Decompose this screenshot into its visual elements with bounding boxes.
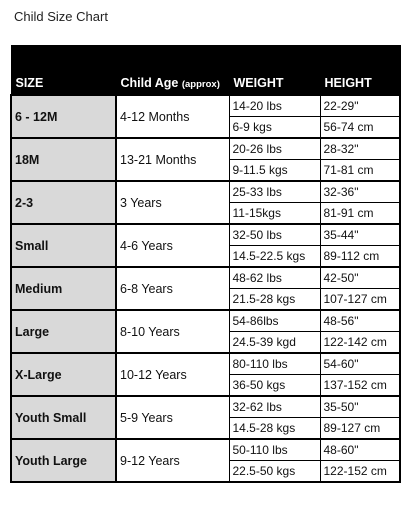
table-row: 22.5-50 kgs 122-152 cm bbox=[11, 460, 401, 483]
table-row: Youth Small 5-9 Years 32-62 lbs 35-50" bbox=[10, 395, 401, 440]
weight-kgs-cell: 14.5-28 kgs bbox=[228, 417, 321, 440]
table-row: Youth Large 9-12 Years 50-110 lbs 48-60" bbox=[10, 438, 401, 483]
height-cm-cell: 122-142 cm bbox=[319, 331, 401, 354]
weight-kgs-cell: 24.5-39 kgd bbox=[228, 331, 321, 354]
weight-kgs-cell: 21.5-28 kgs bbox=[228, 288, 321, 311]
table-row: Medium 6-8 Years 48-62 lbs 42-50" bbox=[10, 266, 401, 311]
table-row: 14.5-28 kgs 89-127 cm bbox=[11, 417, 401, 440]
weight-lbs-cell: 25-33 lbs bbox=[228, 180, 321, 203]
height-cm-cell: 71-81 cm bbox=[319, 159, 401, 182]
table-row: 18M 13-21 Months 20-26 lbs 28-32" bbox=[10, 137, 401, 182]
age-cell: 5-9 Years bbox=[115, 395, 230, 440]
age-cell: 10-12 Years bbox=[115, 352, 230, 397]
weight-kgs-cell: 6-9 kgs bbox=[228, 116, 321, 139]
header-weight: WEIGHT bbox=[228, 45, 321, 96]
size-cell: Medium bbox=[10, 266, 117, 311]
page-title: Child Size Chart bbox=[14, 9, 108, 24]
size-cell: Youth Small bbox=[10, 395, 117, 440]
weight-kgs-cell: 22.5-50 kgs bbox=[228, 460, 321, 483]
weight-kgs-cell: 14.5-22.5 kgs bbox=[228, 245, 321, 268]
header-height: HEIGHT bbox=[319, 45, 401, 96]
age-cell: 9-12 Years bbox=[115, 438, 230, 483]
height-in-cell: 22-29" bbox=[319, 94, 401, 117]
age-cell: 8-10 Years bbox=[115, 309, 230, 354]
height-cm-cell: 89-127 cm bbox=[319, 417, 401, 440]
table-row: 36-50 kgs 137-152 cm bbox=[11, 374, 401, 397]
weight-lbs-cell: 20-26 lbs bbox=[228, 137, 321, 160]
weight-kgs-cell: 11-15kgs bbox=[228, 202, 321, 225]
age-cell: 4-12 Months bbox=[115, 94, 230, 139]
age-cell: 13-21 Months bbox=[115, 137, 230, 182]
height-in-cell: 54-60" bbox=[319, 352, 401, 375]
height-cm-cell: 89-112 cm bbox=[319, 245, 401, 268]
age-cell: 4-6 Years bbox=[115, 223, 230, 268]
table-row: Small 4-6 Years 32-50 lbs 35-44" bbox=[10, 223, 401, 268]
table-row: 9-11.5 kgs 71-81 cm bbox=[11, 159, 401, 182]
header-age: Child Age (approx) bbox=[115, 45, 230, 96]
size-cell: 18M bbox=[10, 137, 117, 182]
size-cell: Youth Large bbox=[10, 438, 117, 483]
height-in-cell: 35-44" bbox=[319, 223, 401, 246]
height-in-cell: 48-56" bbox=[319, 309, 401, 332]
weight-kgs-cell: 9-11.5 kgs bbox=[228, 159, 321, 182]
height-cm-cell: 56-74 cm bbox=[319, 116, 401, 139]
weight-lbs-cell: 14-20 lbs bbox=[228, 94, 321, 117]
height-cm-cell: 137-152 cm bbox=[319, 374, 401, 397]
header-age-note: (approx) bbox=[181, 79, 220, 90]
height-in-cell: 32-36" bbox=[319, 180, 401, 203]
age-cell: 3 Years bbox=[115, 180, 230, 225]
height-cm-cell: 122-152 cm bbox=[319, 460, 401, 483]
table-row: X-Large 10-12 Years 80-110 lbs 54-60" bbox=[10, 352, 401, 397]
weight-kgs-cell: 36-50 kgs bbox=[228, 374, 321, 397]
height-in-cell: 35-50" bbox=[319, 395, 401, 418]
height-cm-cell: 107-127 cm bbox=[319, 288, 401, 311]
table-row: Large 8-10 Years 54-86lbs 48-56" bbox=[10, 309, 401, 354]
size-cell: 6 - 12M bbox=[10, 94, 117, 139]
height-cm-cell: 81-91 cm bbox=[319, 202, 401, 225]
weight-lbs-cell: 48-62 lbs bbox=[228, 266, 321, 289]
weight-lbs-cell: 50-110 lbs bbox=[228, 438, 321, 461]
weight-lbs-cell: 32-62 lbs bbox=[228, 395, 321, 418]
table-row: 2-3 3 Years 25-33 lbs 32-36" bbox=[10, 180, 401, 225]
header-size: SIZE bbox=[10, 45, 117, 96]
header-row: SIZE Child Age (approx) WEIGHT HEIGHT bbox=[10, 45, 401, 96]
table-row: 11-15kgs 81-91 cm bbox=[11, 202, 401, 225]
size-cell: X-Large bbox=[10, 352, 117, 397]
height-in-cell: 42-50" bbox=[319, 266, 401, 289]
size-cell: 2-3 bbox=[10, 180, 117, 225]
size-chart-table: SIZE Child Age (approx) WEIGHT HEIGHT 6 … bbox=[10, 45, 401, 483]
weight-lbs-cell: 54-86lbs bbox=[228, 309, 321, 332]
height-in-cell: 48-60" bbox=[319, 438, 401, 461]
age-cell: 6-8 Years bbox=[115, 266, 230, 311]
height-in-cell: 28-32" bbox=[319, 137, 401, 160]
weight-lbs-cell: 32-50 lbs bbox=[228, 223, 321, 246]
table-row: 6-9 kgs 56-74 cm bbox=[11, 116, 401, 139]
table-row: 21.5-28 kgs 107-127 cm bbox=[11, 288, 401, 311]
size-cell: Small bbox=[10, 223, 117, 268]
size-cell: Large bbox=[10, 309, 117, 354]
table-row: 6 - 12M 4-12 Months 14-20 lbs 22-29" bbox=[10, 94, 401, 139]
weight-lbs-cell: 80-110 lbs bbox=[228, 352, 321, 375]
